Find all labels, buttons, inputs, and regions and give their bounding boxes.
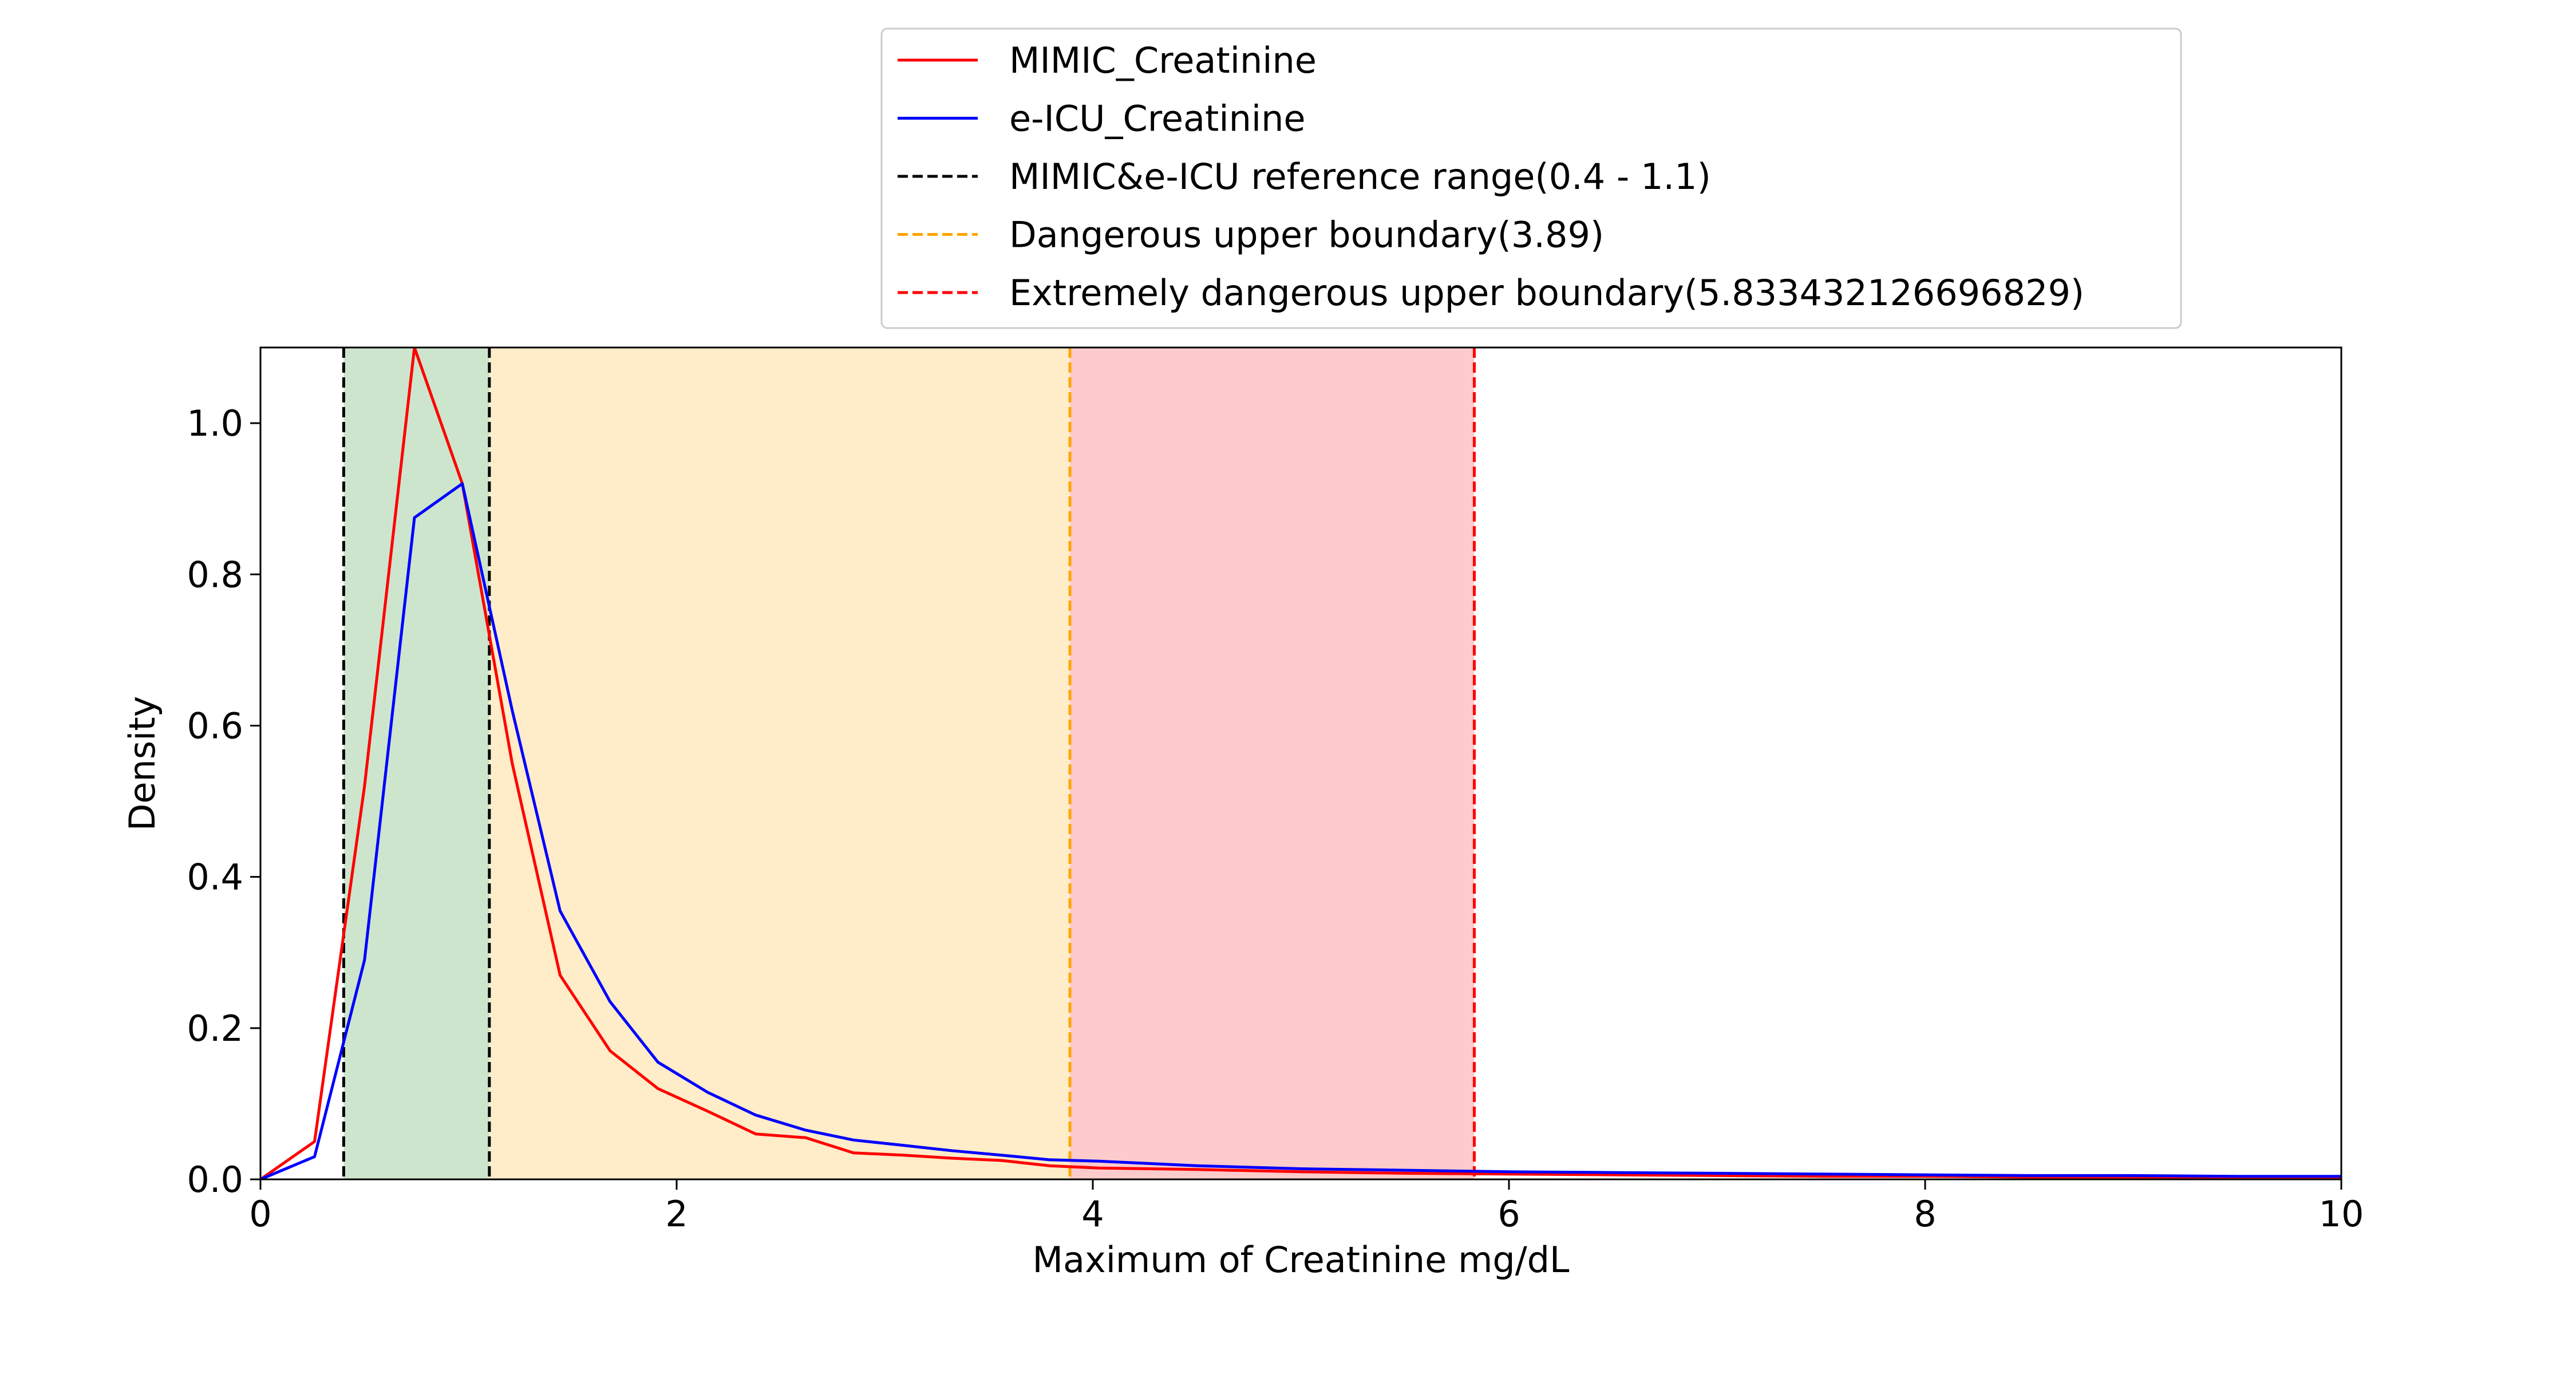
y-tick-label: 0.2 [187, 1008, 243, 1049]
x-axis: 0 2 4 6 8 10 [249, 1179, 2364, 1235]
shaded-regions [343, 348, 1475, 1179]
x-axis-label: Maximum of Creatinine mg/dL [1033, 1239, 1570, 1281]
x-tick-label: 0 [249, 1193, 271, 1235]
legend-label-0: MIMIC_Creatinine [1009, 40, 1317, 81]
x-tick-label: 2 [665, 1193, 688, 1235]
y-tick-label: 0.0 [187, 1159, 243, 1201]
series-line-e-icu-creatinine [260, 482, 2341, 1179]
y-tick-label: 0.4 [187, 856, 243, 898]
plot-frame [259, 346, 2342, 1180]
y-axis: 0.0 0.2 0.4 0.6 0.8 1.0 [187, 402, 260, 1201]
x-tick-label: 4 [1081, 1193, 1104, 1235]
legend-label-4: Extremely dangerous upper boundary(5.833… [1009, 272, 2084, 314]
series-lines [260, 348, 2341, 1179]
y-tick-label: 0.6 [187, 705, 243, 747]
x-tick-label: 8 [1914, 1193, 1936, 1235]
y-tick-label: 0.8 [187, 554, 243, 595]
shaded-region-2 [1070, 348, 1475, 1179]
shaded-region-0 [343, 348, 489, 1179]
x-tick-label: 10 [2319, 1193, 2364, 1235]
legend: MIMIC_Creatinine e-ICU_Creatinine MIMIC&e-… [880, 27, 2182, 329]
x-tick-label: 6 [1498, 1193, 1520, 1235]
legend-label-2: MIMIC&e-ICU reference range(0.4 - 1.1) [1009, 156, 1711, 198]
legend-label-1: e-ICU_Creatinine [1009, 98, 1306, 140]
series-line-mimic-creatinine [260, 348, 2341, 1179]
legend-label-3: Dangerous upper boundary(3.89) [1009, 214, 1604, 256]
y-tick-label: 1.0 [187, 402, 243, 444]
legend-box [880, 27, 2182, 329]
y-axis-label: Density [121, 696, 163, 831]
shaded-region-1 [489, 348, 1070, 1179]
